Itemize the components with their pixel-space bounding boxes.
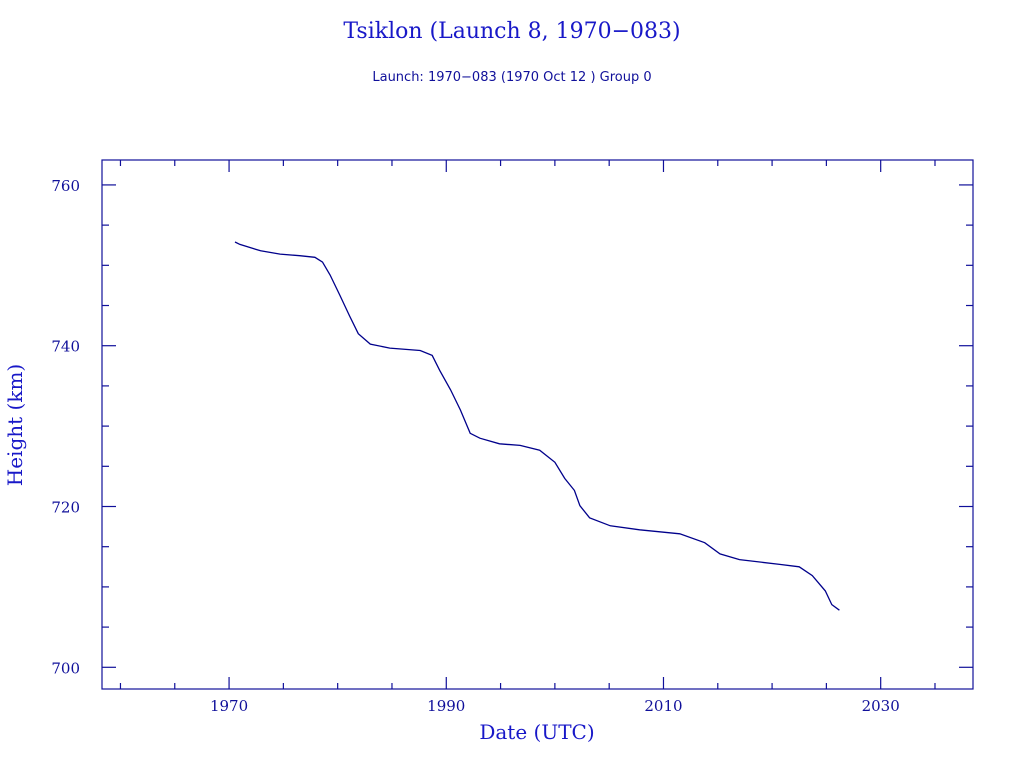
x-tick-label: 1990 [427, 697, 465, 715]
x-axis-label: Date (UTC) [479, 720, 594, 744]
y-tick-label: 700 [51, 659, 80, 677]
chart-subtitle: Launch: 1970−083 (1970 Oct 12 ) Group 0 [372, 70, 651, 85]
plot-frame [101, 159, 974, 690]
y-tick-label: 720 [51, 499, 80, 517]
tick-labels: 1970 1990 2010 2030 700 720 740 760 [51, 177, 899, 715]
y-tick-label: 760 [51, 177, 80, 195]
x-tick-label: 1970 [210, 697, 248, 715]
chart-title: Tsiklon (Launch 8, 1970−083) [343, 19, 680, 44]
axis-ticks [102, 160, 973, 689]
y-axis-label: Height (km) [3, 364, 27, 486]
y-tick-label: 740 [51, 338, 80, 356]
series-line-height [234, 241, 840, 611]
x-tick-label: 2030 [862, 697, 900, 715]
x-tick-label: 2010 [644, 697, 682, 715]
